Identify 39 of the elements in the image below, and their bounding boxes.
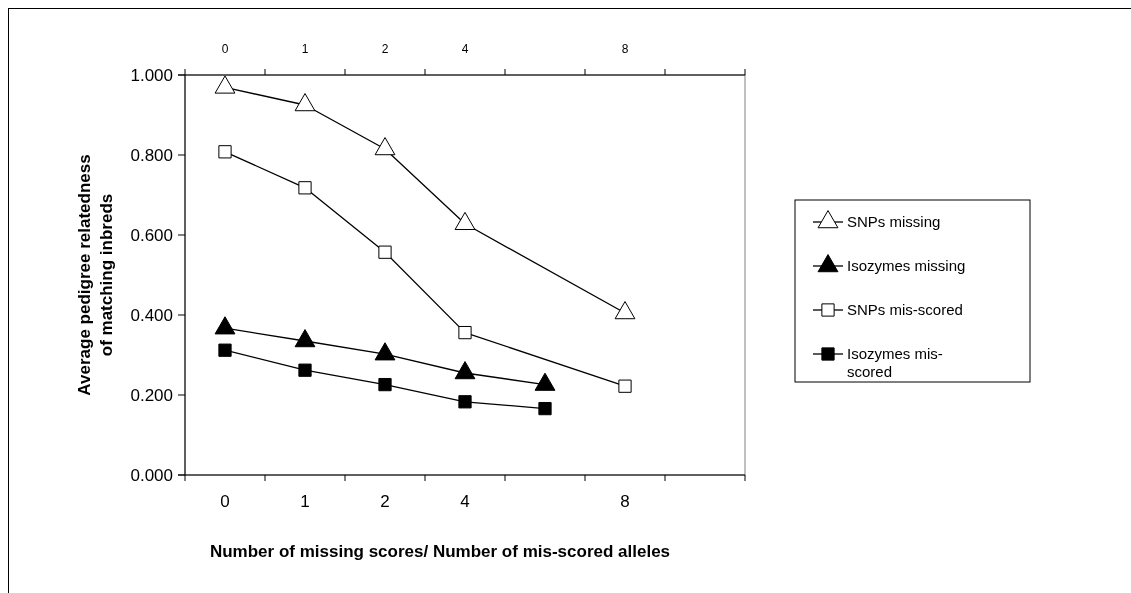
point bbox=[458, 395, 472, 409]
y-tick-label: 0.400 bbox=[130, 305, 173, 325]
point bbox=[214, 75, 236, 94]
point bbox=[218, 343, 232, 357]
point bbox=[614, 301, 636, 320]
y-axis-title: Average pedigree relatedness of matching inbreds bbox=[75, 154, 116, 396]
point bbox=[374, 137, 396, 156]
y-tick-label: 0.200 bbox=[130, 385, 173, 405]
x-tick-label: 1 bbox=[300, 492, 310, 511]
category-label: 1 bbox=[301, 42, 309, 56]
point bbox=[374, 342, 396, 361]
point bbox=[454, 211, 476, 231]
point bbox=[378, 245, 392, 259]
x-tick-label: 4 bbox=[460, 492, 470, 511]
legend-label: Isozymes mis-scored bbox=[847, 345, 943, 381]
y-tick-label: 0.800 bbox=[130, 145, 173, 165]
legend-label: Isozymes missing bbox=[847, 257, 966, 275]
x-tick-label: 0 bbox=[220, 492, 230, 511]
point bbox=[378, 377, 392, 392]
y-tick-label: 0.600 bbox=[130, 225, 173, 245]
point bbox=[458, 325, 472, 340]
category-label: 8 bbox=[621, 42, 629, 56]
legend-label: SNPs mis-scored bbox=[847, 301, 963, 319]
category-label: 0 bbox=[221, 42, 229, 56]
point bbox=[618, 379, 632, 393]
x-axis-title: Number of missing scores/ Number of mis-scored alleles bbox=[209, 542, 671, 561]
point bbox=[538, 401, 552, 416]
category-label: 2 bbox=[381, 42, 389, 56]
legend-label: SNPs missing bbox=[847, 213, 941, 231]
point bbox=[454, 361, 476, 380]
point bbox=[298, 363, 312, 377]
point bbox=[294, 93, 316, 112]
category-label: 4 bbox=[461, 42, 469, 56]
point bbox=[214, 316, 236, 335]
y-tick-label: 1.000 bbox=[130, 65, 173, 85]
x-tick-label: 8 bbox=[620, 492, 630, 511]
point bbox=[294, 329, 316, 348]
x-tick-label: 2 bbox=[380, 492, 390, 511]
y-tick-label: 0.000 bbox=[130, 465, 173, 485]
